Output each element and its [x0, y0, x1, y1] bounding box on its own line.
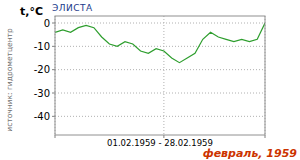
plot-bg — [55, 16, 265, 135]
grid-line-y — [55, 69, 265, 70]
grid-line-y — [55, 46, 265, 47]
source: источник: гидрометцентр — [5, 28, 14, 132]
grid-line-y — [55, 93, 265, 94]
plot-frame — [55, 16, 265, 135]
series-group — [55, 23, 265, 63]
grid-line-x — [163, 16, 164, 135]
tick-label-y: -40 — [34, 111, 50, 122]
tick-label-y: -20 — [34, 64, 50, 75]
subtitle: февраль, 1959 — [203, 147, 298, 160]
tick-label-y: -30 — [34, 88, 50, 99]
x-label: 01.02.1959 - 28.02.1959 — [107, 138, 213, 148]
grid-line-y — [55, 116, 265, 117]
tick-label-y: -10 — [34, 41, 50, 52]
title: ЭЛИСТА — [52, 3, 93, 13]
grid-line-y — [55, 23, 265, 24]
chart: -40 -30 -20 -10 0ЭЛИСТА t,°C источник: гидроме… — [0, 0, 300, 160]
y-label: t,°C — [20, 5, 43, 18]
series-line — [55, 23, 265, 63]
tick-label-y: 0 — [44, 18, 50, 29]
